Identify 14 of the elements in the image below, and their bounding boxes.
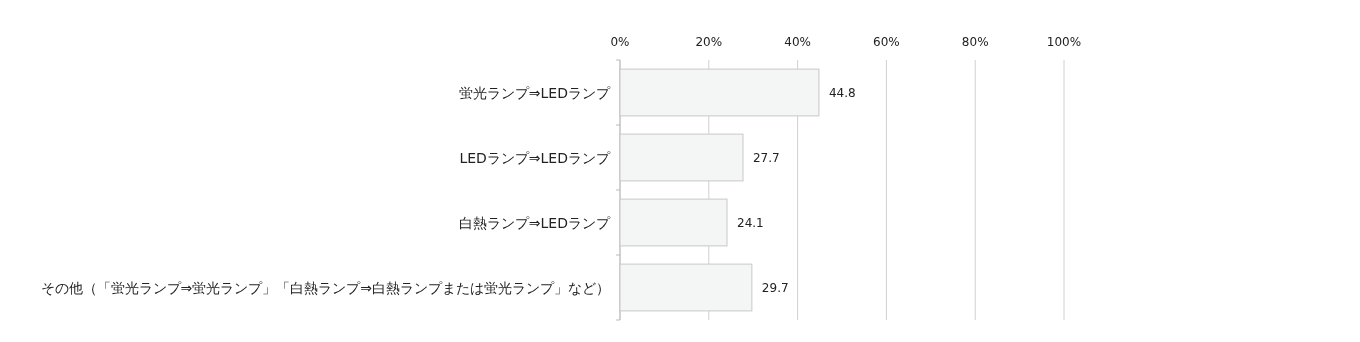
y-tick-label: その他（「蛍光ランプ⇒蛍光ランプ」「白熱ランプ⇒白熱ランプまたは蛍光ランプ」など） [40, 279, 610, 296]
data-label: 27.7 [752, 150, 780, 165]
x-tick-label: 100% [1046, 35, 1082, 49]
data-label: 29.7 [761, 280, 789, 295]
x-tick-label: 20% [695, 35, 723, 49]
x-tick-label: 60% [873, 35, 900, 49]
data-label: 44.8 [828, 85, 856, 100]
x-tick-label: 0% [610, 35, 630, 49]
x-tick-label: 40% [784, 35, 811, 49]
data-label: 24.1 [737, 215, 764, 230]
y-tick-label: 白熱ランプ⇒LEDランプ [458, 214, 611, 231]
x-tick-label: 80% [961, 35, 989, 49]
y-tick-label: LEDランプ⇒LEDランプ [459, 149, 611, 166]
y-tick-label: 蛍光ランプ⇒LEDランプ [458, 84, 611, 101]
